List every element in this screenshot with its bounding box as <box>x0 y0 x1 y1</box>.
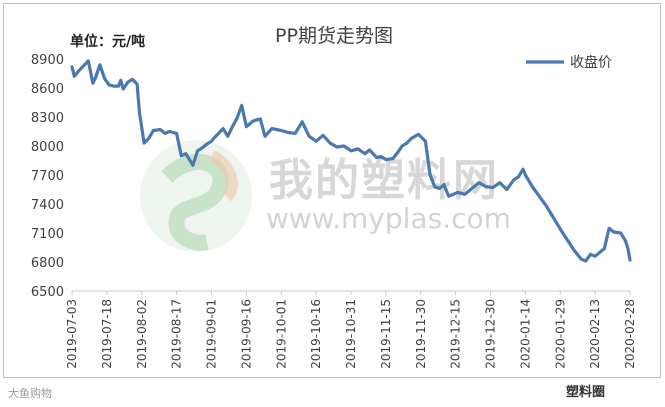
x-tick-label: 2020-01-29 <box>553 299 567 369</box>
y-tick-label: 7700 <box>31 169 64 184</box>
y-tick-label: 7100 <box>31 227 64 242</box>
x-tick-label: 2020-02-28 <box>623 299 637 369</box>
chart-frame: 我的塑料网 www.myplas.com PP期货走势图 单位：元/吨 6500 68… <box>3 3 661 378</box>
chart-title: PP期货走势图 <box>275 25 393 47</box>
watermark-logo-icon <box>137 137 255 255</box>
y-tick-label: 8300 <box>31 111 64 126</box>
unit-label: 单位：元/吨 <box>70 33 145 50</box>
x-tick-label: 2020-02-13 <box>588 299 602 369</box>
watermark-url: www.myplas.com <box>266 202 511 235</box>
x-tick-label: 2019-12-15 <box>449 299 463 369</box>
x-tick-label: 2019-11-30 <box>414 299 428 369</box>
series-line-收盘价 <box>70 59 632 263</box>
x-tick-label: 2019-10-01 <box>274 299 288 369</box>
x-tick-label: 2019-12-30 <box>484 299 498 369</box>
watermark-brand: 我的塑料网 <box>269 155 499 206</box>
y-tick-label: 6500 <box>31 285 64 300</box>
x-tick-label: 2019-10-31 <box>344 299 358 369</box>
x-tick-label: 2019-10-16 <box>309 299 323 369</box>
legend-label: 收盘价 <box>570 54 612 71</box>
line-chart: PP期货走势图 单位：元/吨 6500 6800 7100 7400 7700 8000 830… <box>31 25 637 369</box>
x-tick-label: 2019-07-03 <box>65 299 79 369</box>
x-tick-label: 2020-01-14 <box>518 299 532 369</box>
y-tick-label: 8000 <box>31 140 64 155</box>
y-tick-label: 6800 <box>31 256 64 271</box>
y-tick-label: 8900 <box>31 53 64 68</box>
x-tick-label: 2019-07-18 <box>100 299 114 369</box>
y-tick-label: 7400 <box>31 198 64 213</box>
x-tick-label: 2019-11-15 <box>379 299 393 369</box>
y-tick-label: 8600 <box>31 82 64 97</box>
x-tick-label: 2019-09-16 <box>239 299 253 369</box>
x-tick-label: 2019-08-17 <box>170 299 184 369</box>
footer-left-logo: 大鱼购物 <box>8 387 52 400</box>
x-tick-label: 2019-09-01 <box>205 299 219 369</box>
x-tick-label: 2019-08-02 <box>135 299 149 369</box>
footer-right-label: 塑料圈 <box>566 385 606 400</box>
